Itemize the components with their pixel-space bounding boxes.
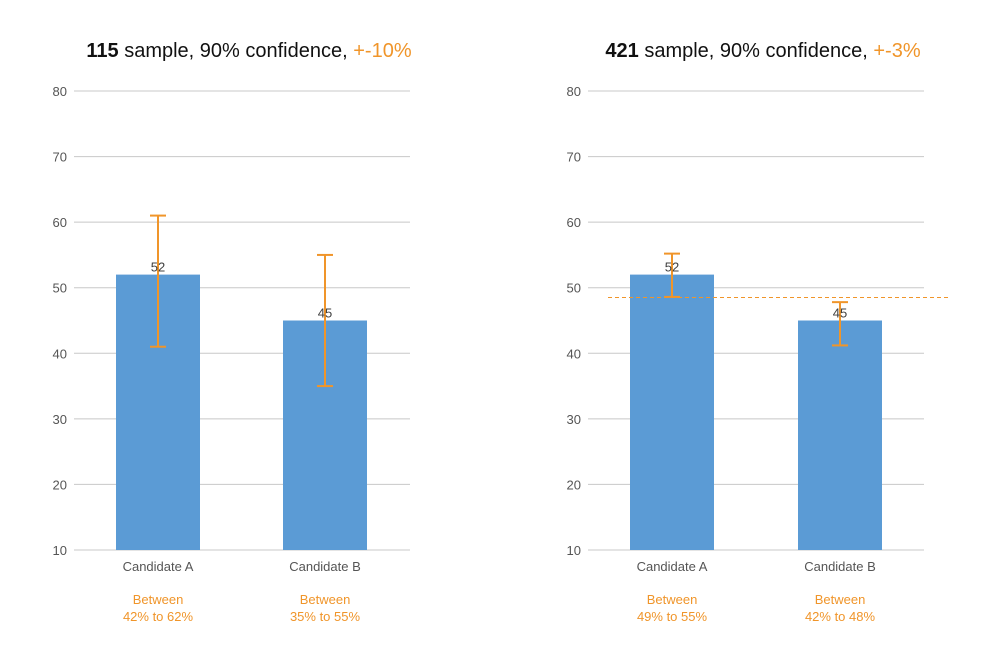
range-annotation-label: Between (815, 592, 866, 607)
data-label: 52 (665, 260, 679, 275)
range-annotation-label: Between (133, 592, 184, 607)
y-tick-label: 80 (567, 84, 581, 99)
title-sample-size: 115 (86, 40, 118, 62)
y-tick-label: 80 (53, 84, 67, 99)
range-annotation-label: Between (647, 592, 698, 607)
chart-title: 421 sample, 90% confidence, +-3% (605, 40, 920, 62)
range-annotation-value: 42% to 62% (123, 609, 194, 624)
title-sample-size: 421 (605, 40, 638, 62)
title-margin-of-error: +-3% (873, 40, 920, 62)
y-tick-label: 40 (53, 346, 67, 361)
category-label: Candidate A (123, 559, 194, 574)
y-tick-label: 30 (567, 412, 581, 427)
chart-title: 115 sample, 90% confidence, +-10% (86, 40, 411, 62)
y-tick-label: 50 (567, 281, 581, 296)
category-label: Candidate B (804, 559, 876, 574)
range-annotation-value: 49% to 55% (637, 609, 708, 624)
y-tick-label: 10 (567, 543, 581, 558)
y-tick-label: 40 (567, 346, 581, 361)
bar-candidate-b (798, 320, 882, 550)
chart-panel-1: 115 sample, 90% confidence, +-10% 10 20 30 4… (53, 40, 412, 624)
y-tick-label: 70 (567, 150, 581, 165)
bar-candidate-a (630, 274, 714, 550)
range-annotation-label: Between (300, 592, 351, 607)
data-label: 45 (318, 306, 332, 321)
data-label: 52 (151, 260, 165, 275)
title-confidence: sample, 90% confidence, (119, 40, 354, 62)
data-label: 45 (833, 306, 847, 321)
y-tick-label: 60 (53, 215, 67, 230)
y-tick-label: 20 (567, 477, 581, 492)
chart-panel-2: 421 sample, 90% confidence, +-3% 10 20 30 40… (567, 40, 950, 624)
y-tick-label: 60 (567, 215, 581, 230)
y-tick-label: 20 (53, 477, 67, 492)
y-tick-label: 30 (53, 412, 67, 427)
title-confidence: sample, 90% confidence, (639, 40, 874, 62)
range-annotation-value: 35% to 55% (290, 609, 361, 624)
y-tick-label: 10 (53, 543, 67, 558)
category-label: Candidate B (289, 559, 361, 574)
range-annotation-value: 42% to 48% (805, 609, 876, 624)
y-tick-label: 50 (53, 281, 67, 296)
title-margin-of-error: +-10% (353, 40, 412, 62)
category-label: Candidate A (637, 559, 708, 574)
y-tick-label: 70 (53, 150, 67, 165)
